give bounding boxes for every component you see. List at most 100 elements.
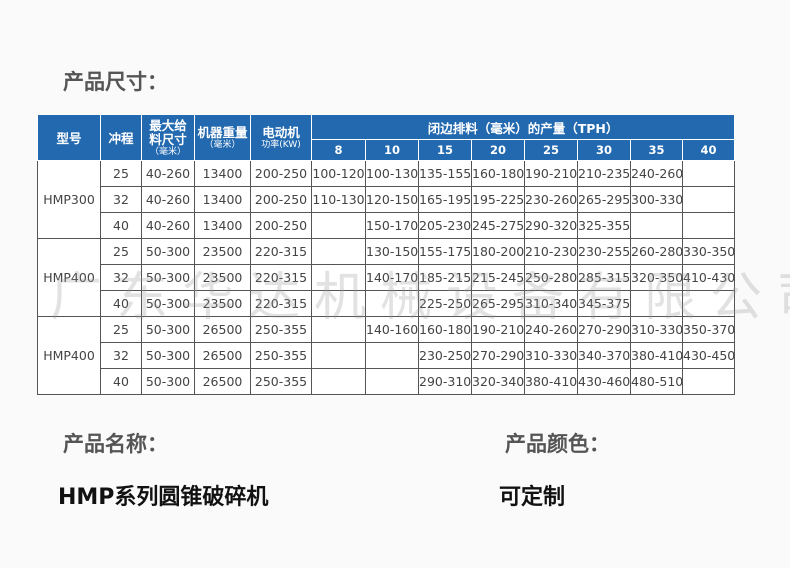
table-cell: 165-195 xyxy=(418,186,472,213)
table-cell: 330-350 xyxy=(681,238,736,265)
table-cell: 340-370 xyxy=(577,342,631,369)
table-cell xyxy=(630,212,683,239)
table-cell: 135-155 xyxy=(418,160,472,187)
header-motor: 电动机 功率(KW) xyxy=(250,114,312,161)
table-cell: 32 xyxy=(100,264,142,291)
table-row: 40 50-300 23500 220-315 225-250 265-295 310-34… xyxy=(38,290,736,317)
table-cell: 230-250 xyxy=(418,342,472,369)
table-cell: 430-450 xyxy=(681,342,736,369)
table-cell: 26500 xyxy=(194,368,251,395)
header-css-40: 40 xyxy=(681,139,736,161)
header-css-15: 15 xyxy=(418,139,472,161)
table-cell: 290-320 xyxy=(524,212,578,239)
table-cell: 130-150 xyxy=(365,238,419,265)
table-cell: 40-260 xyxy=(141,212,195,239)
table-cell: 225-250 xyxy=(418,290,472,317)
header-feed-size: 最大给 料尺寸 （毫米） xyxy=(141,114,195,161)
table-cell: 50-300 xyxy=(141,290,195,317)
model-cell: HMP400 xyxy=(37,316,101,395)
section-color-heading: 产品颜色： xyxy=(505,432,610,456)
table-cell: 110-130 xyxy=(311,186,366,213)
table-cell xyxy=(681,160,736,187)
table-cell: 40-260 xyxy=(141,186,195,213)
table-row: 32 40-260 13400 200-250 110-130 120-150 165-19… xyxy=(38,186,736,213)
header-weight-unit: （毫米） xyxy=(204,139,241,150)
table-cell: 230-260 xyxy=(524,186,578,213)
header-motor-unit: 功率(KW) xyxy=(261,139,301,150)
table-cell xyxy=(365,342,419,369)
table-cell: 250-355 xyxy=(250,316,312,343)
header-css-20: 20 xyxy=(471,139,525,161)
table-row: 40 40-260 13400 200-250 150-170 205-230 245-27… xyxy=(38,212,736,239)
table-cell: 195-225 xyxy=(471,186,525,213)
table-cell: 310-340 xyxy=(524,290,578,317)
table-cell: 250-280 xyxy=(524,264,578,291)
table-cell xyxy=(311,290,366,317)
header-css-30: 30 xyxy=(577,139,631,161)
table-cell: 245-275 xyxy=(471,212,525,239)
table-cell: 40 xyxy=(100,368,142,395)
table-cell: 310-330 xyxy=(630,316,683,343)
table-cell: 240-260 xyxy=(630,160,683,187)
table-cell: 250-355 xyxy=(250,368,312,395)
table-cell xyxy=(681,290,736,317)
table-cell: 310-330 xyxy=(524,342,578,369)
table-cell: 230-255 xyxy=(577,238,631,265)
header-css-25: 25 xyxy=(524,139,578,161)
table-cell: 345-375 xyxy=(577,290,631,317)
table-cell: 150-170 xyxy=(365,212,419,239)
header-css-8: 8 xyxy=(311,139,366,161)
table-cell: 200-250 xyxy=(250,212,312,239)
section-size-heading: 产品尺寸： xyxy=(63,70,168,94)
table-cell: 220-315 xyxy=(250,264,312,291)
table-cell: 13400 xyxy=(194,160,251,187)
table-cell: 50-300 xyxy=(141,238,195,265)
table-cell: 26500 xyxy=(194,316,251,343)
table-cell: 32 xyxy=(100,186,142,213)
table-cell: 185-215 xyxy=(418,264,472,291)
table-cell: 25 xyxy=(100,316,142,343)
table-cell: 320-350 xyxy=(630,264,683,291)
table-cell xyxy=(630,290,683,317)
table-cell: 320-340 xyxy=(471,368,525,395)
table-cell xyxy=(311,212,366,239)
header-css-35: 35 xyxy=(630,139,683,161)
table-cell: 250-355 xyxy=(250,342,312,369)
product-color: 可定制 xyxy=(499,485,566,510)
table-cell: 26500 xyxy=(194,342,251,369)
table-cell xyxy=(311,264,366,291)
header-css-10: 10 xyxy=(365,139,419,161)
table-row: 32 50-300 23500 220-315 140-170 185-215 215-24… xyxy=(38,264,736,291)
header-weight: 机器重量 （毫米） xyxy=(194,114,251,161)
table-cell: 220-315 xyxy=(250,238,312,265)
table-cell: 40 xyxy=(100,212,142,239)
table-cell: 350-370 xyxy=(681,316,736,343)
table-cell: 140-170 xyxy=(365,264,419,291)
table-cell xyxy=(681,186,736,213)
table-cell: 380-410 xyxy=(630,342,683,369)
header-weight-label: 机器重量 xyxy=(197,124,248,140)
table-cell xyxy=(311,316,366,343)
table-cell xyxy=(311,238,366,265)
table-cell: 160-180 xyxy=(418,316,472,343)
table-cell: 410-430 xyxy=(681,264,736,291)
table-cell: 25 xyxy=(100,160,142,187)
header-feed-line2: 料尺寸 xyxy=(149,131,187,147)
table-cell xyxy=(681,368,736,395)
table-cell xyxy=(365,290,419,317)
header-motor-label: 电动机 xyxy=(262,124,300,140)
table-cell: 270-290 xyxy=(471,342,525,369)
header-stroke: 冲程 xyxy=(100,114,142,161)
table-cell: 480-510 xyxy=(630,368,683,395)
table-cell: 50-300 xyxy=(141,264,195,291)
table-row: HMP400 25 50-300 26500 250-355 140-160 160-180… xyxy=(37,316,736,395)
table-row: HMP400 25 50-300 23500 220-315 130-150 155-175… xyxy=(37,238,736,317)
table-cell: 160-180 xyxy=(471,160,525,187)
table-cell: 270-290 xyxy=(577,316,631,343)
table-cell: 210-235 xyxy=(577,160,631,187)
table-cell: 23500 xyxy=(194,264,251,291)
table-cell: 205-230 xyxy=(418,212,472,239)
table-cell: 210-230 xyxy=(524,238,578,265)
table-cell: 290-310 xyxy=(418,368,472,395)
table-cell: 50-300 xyxy=(141,368,195,395)
